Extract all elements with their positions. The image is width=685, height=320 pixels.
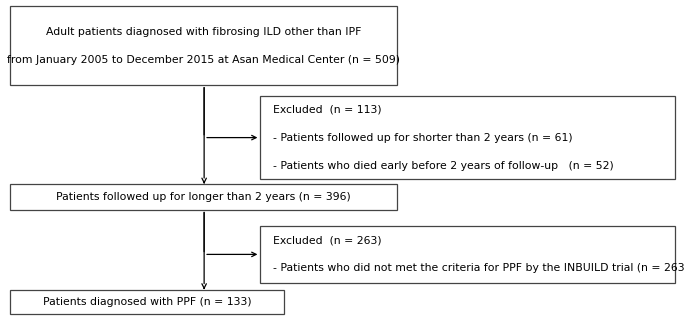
FancyBboxPatch shape	[10, 6, 397, 85]
Text: Excluded  (n = 113)

- Patients followed up for shorter than 2 years (n = 61)

-: Excluded (n = 113) - Patients followed u…	[273, 105, 613, 171]
FancyBboxPatch shape	[260, 226, 675, 283]
Text: Patients followed up for longer than 2 years (n = 396): Patients followed up for longer than 2 y…	[56, 192, 351, 202]
FancyBboxPatch shape	[10, 184, 397, 210]
FancyBboxPatch shape	[260, 96, 675, 179]
Text: Adult patients diagnosed with fibrosing ILD other than IPF

from January 2005 to: Adult patients diagnosed with fibrosing …	[8, 27, 400, 65]
Text: Patients diagnosed with PPF (n = 133): Patients diagnosed with PPF (n = 133)	[43, 297, 251, 307]
Text: Excluded  (n = 263)

- Patients who did not met the criteria for PPF by the INBU: Excluded (n = 263) - Patients who did no…	[273, 236, 685, 273]
FancyBboxPatch shape	[10, 290, 284, 314]
